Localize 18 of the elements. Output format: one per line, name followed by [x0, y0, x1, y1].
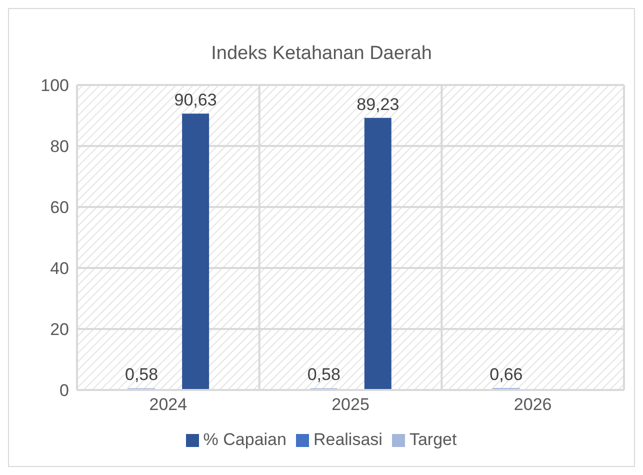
- y-tick-label: 40: [50, 259, 69, 278]
- x-tick-label: 2024: [149, 395, 188, 414]
- data-label: 0,58: [307, 365, 340, 384]
- data-label: 89,23: [356, 94, 400, 114]
- y-tick-label: 0: [60, 381, 69, 400]
- chart-title: Indeks Ketahanan Daerah: [210, 42, 433, 65]
- y-tick-label: 100: [40, 76, 69, 96]
- y-tick-label: 60: [50, 198, 69, 218]
- legend-label: Target: [409, 430, 457, 449]
- data-label: 90,63: [174, 90, 217, 110]
- x-tick-label: 2026: [514, 395, 552, 414]
- data-label: 0,66: [490, 364, 523, 384]
- y-tick-label: 80: [50, 137, 69, 156]
- legend-label: Realisasi: [313, 430, 382, 449]
- data-label: 0,58: [125, 365, 158, 384]
- legend-label: % Capaian: [203, 430, 286, 449]
- y-tick-label: 20: [50, 320, 69, 340]
- x-tick-label: 2025: [332, 395, 370, 414]
